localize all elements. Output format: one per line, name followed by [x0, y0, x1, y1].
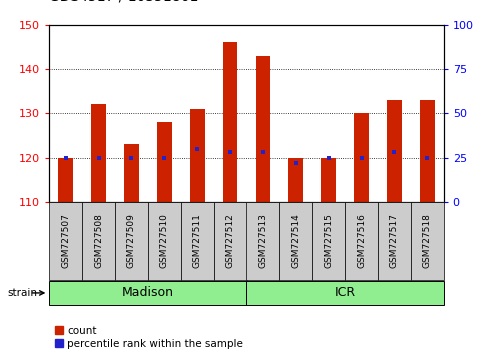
Bar	[411, 202, 444, 280]
Text: GSM727512: GSM727512	[226, 213, 235, 268]
Text: strain: strain	[7, 288, 37, 298]
Text: Madison: Madison	[122, 286, 174, 299]
Text: GSM727511: GSM727511	[193, 213, 202, 268]
Point	[95, 155, 103, 160]
Bar	[190, 109, 205, 202]
Bar	[223, 42, 238, 202]
Text: GSM727509: GSM727509	[127, 213, 136, 268]
Point	[128, 155, 136, 160]
Bar	[157, 122, 172, 202]
Text: GSM727514: GSM727514	[291, 213, 300, 268]
Bar	[58, 158, 73, 202]
Text: GSM727513: GSM727513	[258, 213, 267, 268]
Bar	[49, 281, 247, 305]
Text: GSM727510: GSM727510	[160, 213, 169, 268]
Legend: count, percentile rank within the sample: count, percentile rank within the sample	[55, 326, 243, 349]
Text: GSM727507: GSM727507	[61, 213, 70, 268]
Bar	[49, 202, 82, 280]
Point	[357, 155, 365, 160]
Bar	[280, 202, 312, 280]
Bar	[213, 202, 246, 280]
Text: GSM727518: GSM727518	[423, 213, 432, 268]
Bar	[387, 100, 402, 202]
Bar	[378, 202, 411, 280]
Bar	[246, 281, 444, 305]
Bar	[124, 144, 139, 202]
Point	[193, 146, 201, 152]
Bar	[288, 158, 303, 202]
Bar	[354, 113, 369, 202]
Bar	[321, 158, 336, 202]
Bar	[148, 202, 181, 280]
Point	[325, 155, 333, 160]
Point	[160, 155, 168, 160]
Text: GSM727515: GSM727515	[324, 213, 333, 268]
Bar	[115, 202, 148, 280]
Text: ICR: ICR	[335, 286, 355, 299]
Point	[62, 155, 70, 160]
Bar	[312, 202, 345, 280]
Text: GSM727517: GSM727517	[390, 213, 399, 268]
Text: GDS4517 / 10351861: GDS4517 / 10351861	[49, 0, 199, 4]
Bar	[181, 202, 213, 280]
Point	[423, 155, 431, 160]
Bar	[255, 56, 270, 202]
Bar	[82, 202, 115, 280]
Text: GSM727516: GSM727516	[357, 213, 366, 268]
Text: GSM727508: GSM727508	[94, 213, 103, 268]
Bar	[91, 104, 106, 202]
Bar	[420, 100, 435, 202]
Point	[226, 149, 234, 155]
Point	[292, 160, 300, 166]
Bar	[246, 202, 280, 280]
Point	[259, 149, 267, 155]
Bar	[345, 202, 378, 280]
Point	[390, 149, 398, 155]
